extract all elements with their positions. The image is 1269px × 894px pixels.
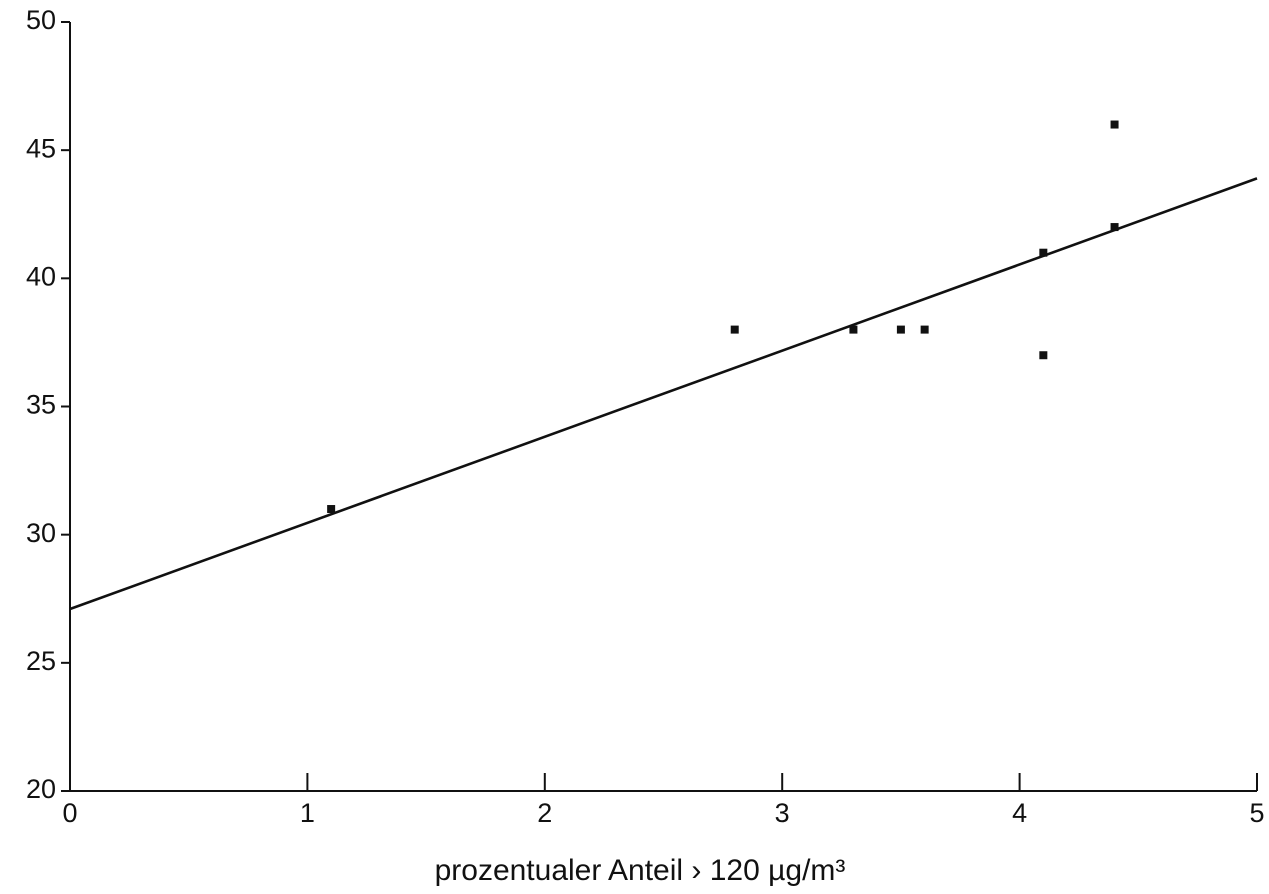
data-point — [327, 505, 336, 514]
x-tick-label: 5 — [1249, 798, 1264, 828]
regression-line — [69, 177, 1258, 611]
y-tick-label: 40 — [26, 261, 56, 291]
y-tick-label: 50 — [26, 5, 56, 35]
x-tick-label: 0 — [62, 798, 77, 828]
x-axis-label: prozentualer Anteil › 120 µg/m³ — [435, 854, 846, 887]
y-tick-label: 35 — [26, 390, 56, 420]
x-tick-label: 3 — [775, 798, 790, 828]
x-tick-label: 4 — [1012, 798, 1027, 828]
y-tick-label: 20 — [26, 774, 56, 804]
y-tick-label: 30 — [26, 518, 56, 548]
x-tick-label: 2 — [537, 798, 552, 828]
x-tick-label: 1 — [300, 798, 315, 828]
data-point — [1039, 248, 1048, 257]
data-point — [920, 325, 929, 334]
data-point — [1039, 351, 1048, 360]
data-point — [730, 325, 739, 334]
y-tick-label: 25 — [26, 646, 56, 676]
data-point — [896, 325, 905, 334]
data-point — [849, 325, 858, 334]
data-point — [1110, 120, 1119, 129]
data-point — [1110, 223, 1119, 232]
y-tick-label: 45 — [26, 133, 56, 163]
